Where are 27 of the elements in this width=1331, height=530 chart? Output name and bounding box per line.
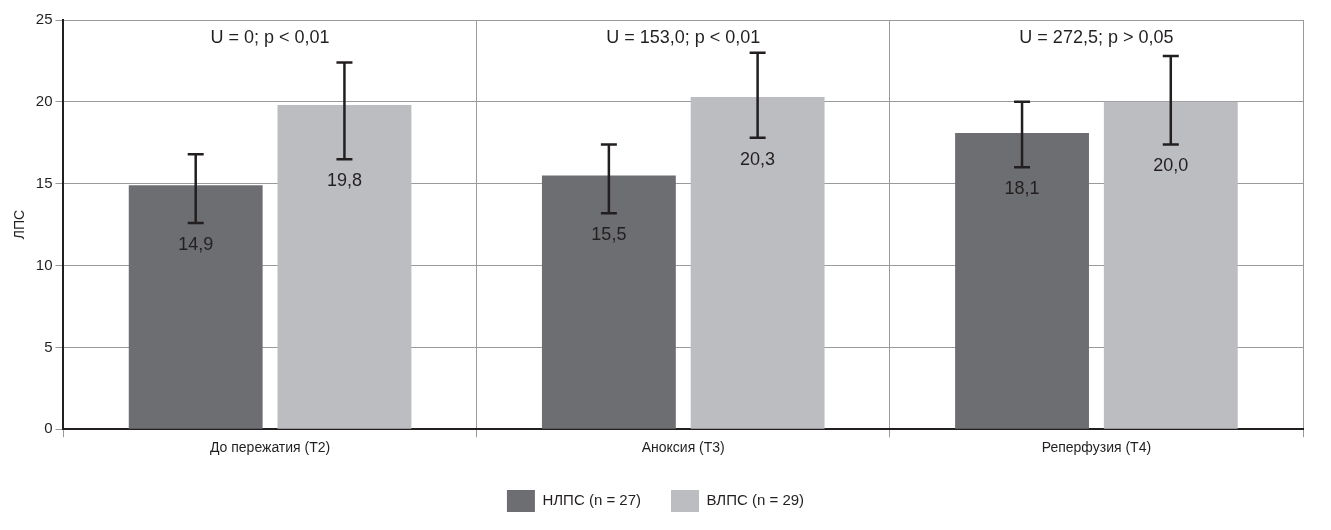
bar: [541, 175, 676, 429]
x-tick-label: Аноксия (T3): [641, 439, 725, 456]
y-tick-label: 15: [35, 173, 53, 191]
data-label: 15,5: [591, 224, 627, 245]
data-label: 14,9: [178, 233, 214, 254]
bar: [955, 132, 1089, 429]
y-tick-label: 20: [35, 91, 53, 109]
data-label: 19,8: [326, 170, 362, 191]
y-tick-label: 10: [35, 255, 53, 273]
y-tick-label: 5: [44, 337, 53, 355]
legend-label: ВЛПС (n = 29): [706, 491, 805, 509]
bar: [128, 185, 263, 429]
y-tick-label: 25: [35, 10, 53, 28]
y-axis-title: ЛПС: [11, 209, 28, 240]
x-tick-label: Реперфузия (T4): [1041, 439, 1152, 456]
bar: [690, 96, 825, 429]
legend-label: НЛПС (n = 27): [542, 491, 642, 509]
x-tick-label: До пережатия (T2): [209, 439, 331, 456]
annotation: U = 272,5; p > 0,05: [1019, 26, 1174, 47]
data-label: 20,3: [740, 148, 776, 169]
bar: [1103, 101, 1238, 429]
bar: [277, 105, 412, 429]
annotation: U = 0; p < 0,01: [210, 26, 330, 47]
data-label: 18,1: [1004, 178, 1040, 199]
y-tick-label: 0: [44, 419, 53, 437]
annotation: U = 153,0; p < 0,01: [606, 26, 761, 47]
data-label: 20,0: [1153, 155, 1189, 176]
